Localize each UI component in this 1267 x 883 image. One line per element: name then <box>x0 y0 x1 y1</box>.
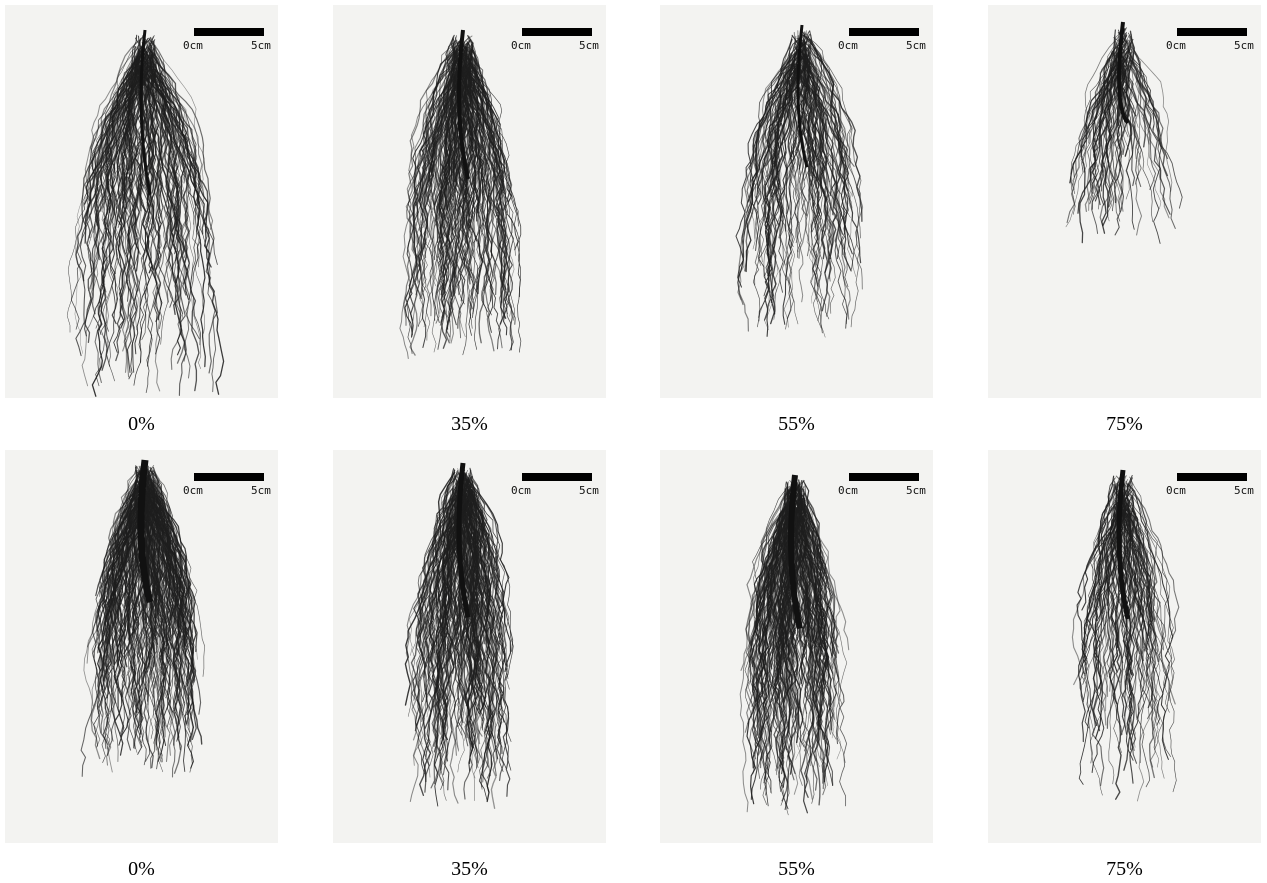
scale-start: 0cm <box>511 484 531 497</box>
panel-caption: 0% <box>5 413 278 436</box>
scale-bar <box>1177 28 1247 36</box>
root-image: 0cm 5cm <box>5 450 278 843</box>
scale-bar <box>849 28 919 36</box>
scale-bar <box>849 473 919 481</box>
panel-caption: 75% <box>988 413 1261 436</box>
panel-caption: 0% <box>5 858 278 881</box>
root-drawing <box>988 450 1261 843</box>
scale-bar <box>194 28 264 36</box>
scale-end: 5cm <box>579 39 599 52</box>
scale-end: 5cm <box>906 39 926 52</box>
scale-bar <box>194 473 264 481</box>
figure: 0cm 5cm 0% 0cm 5cm 35% 0cm 5cm 55% 0cm 5cm 75% 0cm 5c… <box>0 0 1267 883</box>
root-image: 0cm 5cm <box>5 5 278 398</box>
panel-caption: 55% <box>660 413 933 436</box>
scale-end: 5cm <box>1234 39 1254 52</box>
scale-end: 5cm <box>251 484 271 497</box>
scale-end: 5cm <box>251 39 271 52</box>
root-image: 0cm 5cm <box>660 450 933 843</box>
root-strand <box>1130 37 1183 209</box>
root-drawing <box>5 450 278 843</box>
scale-end: 5cm <box>906 484 926 497</box>
root-drawing <box>988 5 1261 398</box>
root-drawing <box>333 450 606 843</box>
root-drawing <box>333 5 606 398</box>
root-image: 0cm 5cm <box>333 450 606 843</box>
scale-end: 5cm <box>579 484 599 497</box>
panel-caption: 35% <box>333 858 606 881</box>
scale-start: 0cm <box>838 39 858 52</box>
scale-start: 0cm <box>838 484 858 497</box>
scale-start: 0cm <box>1166 484 1186 497</box>
root-image: 0cm 5cm <box>988 5 1261 398</box>
panel-caption: 75% <box>988 858 1261 881</box>
scale-start: 0cm <box>511 39 531 52</box>
scale-bar <box>522 28 592 36</box>
root-image: 0cm 5cm <box>333 5 606 398</box>
root-drawing <box>660 5 933 398</box>
root-image: 0cm 5cm <box>988 450 1261 843</box>
scale-start: 0cm <box>183 39 203 52</box>
scale-bar <box>1177 473 1247 481</box>
root-drawing <box>5 5 278 398</box>
scale-start: 0cm <box>183 484 203 497</box>
scale-start: 0cm <box>1166 39 1186 52</box>
panel-caption: 35% <box>333 413 606 436</box>
panel-caption: 55% <box>660 858 933 881</box>
root-image: 0cm 5cm <box>660 5 933 398</box>
scale-end: 5cm <box>1234 484 1254 497</box>
root-drawing <box>660 450 933 843</box>
scale-bar <box>522 473 592 481</box>
